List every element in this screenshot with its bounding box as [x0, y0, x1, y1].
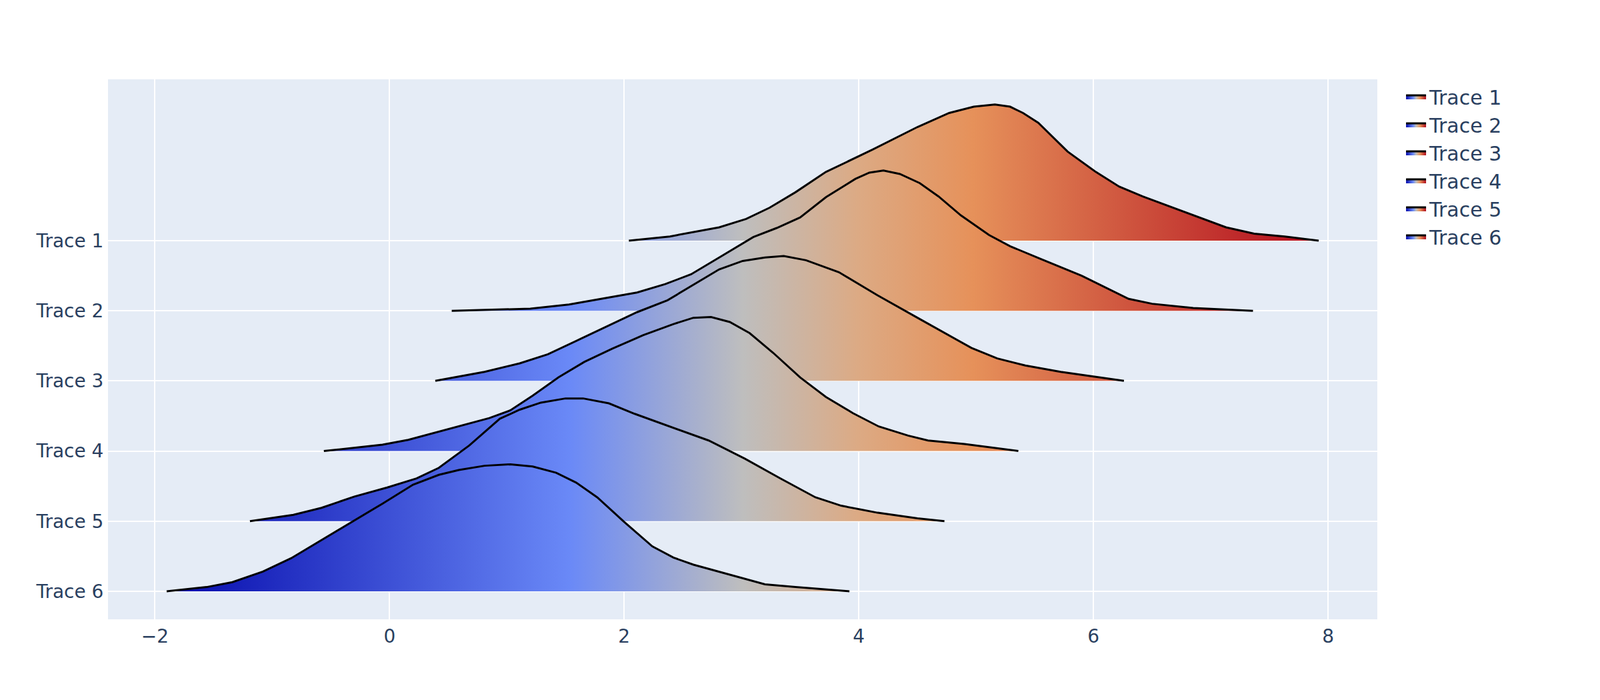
svg-text:−2: −2: [141, 625, 169, 648]
svg-text:Trace 2: Trace 2: [1428, 114, 1502, 138]
svg-text:Trace 4: Trace 4: [35, 440, 104, 462]
svg-text:8: 8: [1322, 625, 1334, 648]
svg-text:2: 2: [618, 625, 630, 648]
svg-text:Trace 1: Trace 1: [1428, 86, 1502, 110]
svg-text:Trace 4: Trace 4: [1428, 170, 1502, 194]
svg-text:Trace 6: Trace 6: [35, 580, 104, 603]
svg-text:Trace 2: Trace 2: [35, 300, 104, 322]
svg-text:Trace 6: Trace 6: [1428, 226, 1502, 250]
svg-text:Trace 3: Trace 3: [1428, 142, 1502, 166]
svg-text:Trace 5: Trace 5: [1428, 198, 1502, 222]
svg-text:6: 6: [1087, 625, 1100, 648]
svg-text:Trace 5: Trace 5: [35, 510, 104, 533]
svg-text:0: 0: [383, 625, 396, 648]
svg-text:Trace 1: Trace 1: [35, 230, 104, 252]
svg-text:4: 4: [852, 625, 865, 648]
svg-text:Trace 3: Trace 3: [35, 370, 104, 392]
